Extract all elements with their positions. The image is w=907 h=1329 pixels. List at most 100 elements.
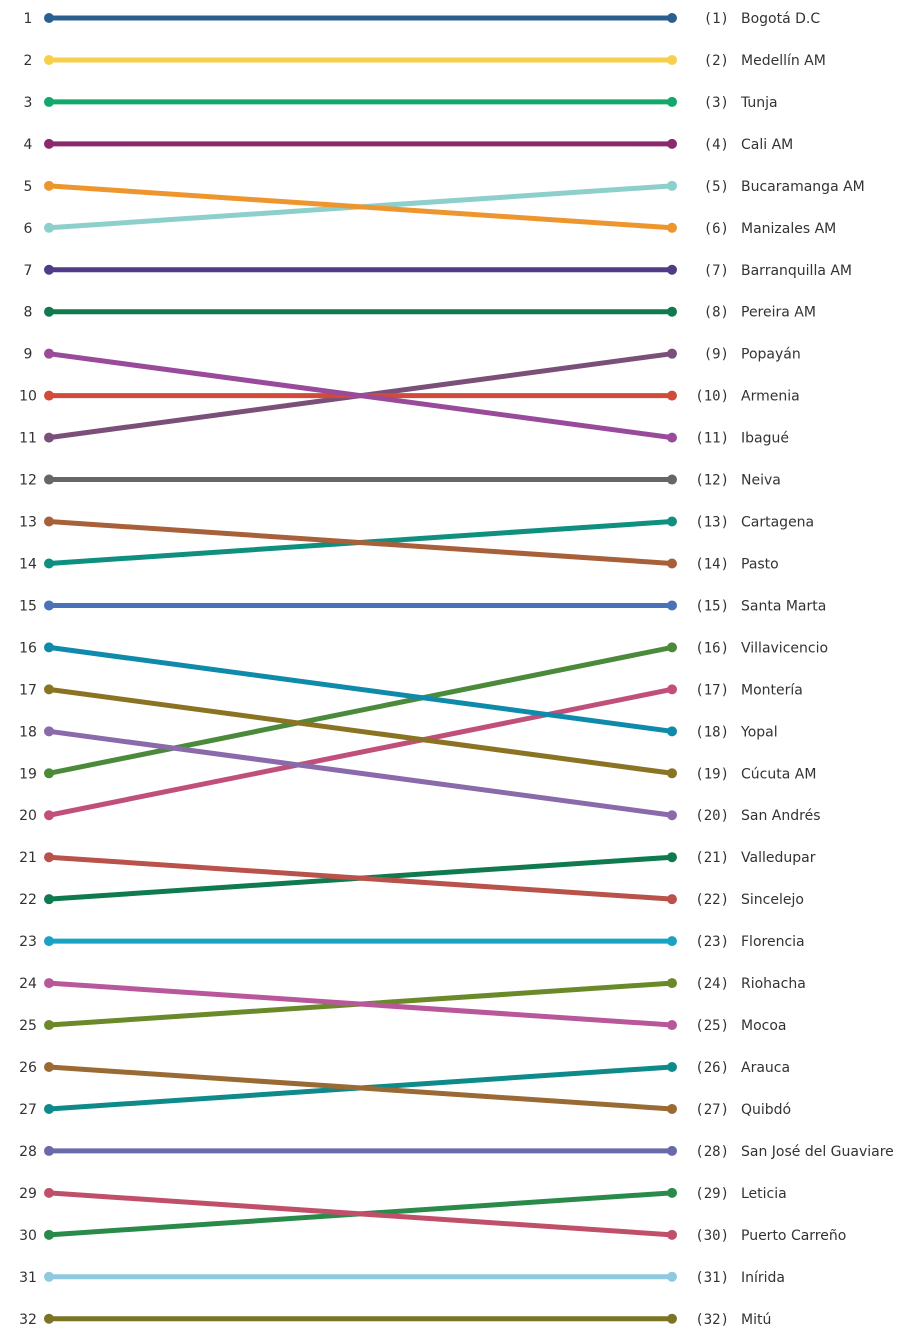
left-rank-label: 21 [19,850,37,866]
series-point-left [44,1271,54,1282]
right-rank-label: (22) [695,892,729,908]
left-rank-label: 26 [19,1060,37,1076]
city-name-label: Bogotá D.C [741,11,820,27]
right-rank-label: (3) [704,95,729,111]
left-rank-label: 31 [19,1270,37,1286]
right-rank-label: (8) [704,305,729,321]
series-point-right [667,348,677,359]
right-rank-label: (12) [695,473,729,489]
right-rank-label: (1) [704,11,729,27]
series-point-left [44,264,54,275]
series-line [46,854,675,902]
series-line [46,1064,675,1112]
city-name-label: Valledupar [741,850,816,866]
city-name-label: Neiva [741,473,781,489]
left-rank-label: 9 [24,347,33,363]
right-rank-label: (14) [695,556,729,572]
left-rank-label: 29 [19,1186,37,1202]
city-name-label: Quibdó [741,1102,791,1118]
series-point-left [44,222,54,233]
series-line [46,519,675,566]
series-point-left [44,978,54,989]
city-name-label: Florencia [741,934,805,950]
city-name-label: Cúcuta AM [741,766,816,782]
series-point-right [667,558,677,569]
right-rank-label: (9) [704,347,729,363]
series-point-right [667,978,677,989]
series-point-left [44,516,54,527]
left-rank-label: 18 [19,724,37,740]
series-point-right [667,432,677,443]
city-name-label: Yopal [740,724,778,740]
city-name-label: Santa Marta [741,598,826,614]
series-point-right [667,222,677,233]
left-rank-label: 30 [19,1228,37,1244]
city-name-label: Mitú [741,1312,771,1328]
right-rank-label: (16) [695,640,729,656]
left-rank-label: 1 [24,11,33,27]
city-name-label: Ibagué [741,431,789,447]
series-point-left [44,810,54,821]
city-name-label: Popayán [741,347,801,363]
left-rank-label: 20 [19,808,37,824]
city-name-label: Medellín AM [741,53,826,69]
city-name-label: Pasto [741,556,779,572]
series-line [46,728,675,818]
city-name-label: Pereira AM [741,305,816,321]
series-point-left [44,1313,54,1324]
city-name-label: Leticia [741,1186,787,1202]
left-rank-label: 12 [19,473,37,489]
left-rank-label: 16 [19,640,37,656]
series-point-right [667,1271,677,1282]
city-name-label: Mocoa [741,1018,787,1034]
left-rank-label: 19 [19,766,37,782]
series-point-right [667,1145,677,1156]
series-point-left [44,1145,54,1156]
left-rank-label: 24 [19,976,37,992]
left-rank-label: 2 [24,53,33,69]
city-name-label: Bucaramanga AM [741,179,865,195]
series-point-left [44,936,54,947]
city-name-label: San Andrés [741,808,820,824]
series-point-left [44,726,54,737]
right-rank-label: (27) [695,1102,729,1118]
left-rank-label: 32 [19,1312,37,1328]
city-name-label: Sincelejo [741,892,804,908]
left-rank-label: 25 [19,1018,37,1034]
series-point-left [44,642,54,653]
series-point-right [667,726,677,737]
series-point-left [44,54,54,65]
right-rank-label: (29) [695,1186,729,1202]
right-rank-label: (15) [695,598,729,614]
series-point-left [44,432,54,443]
series-point-right [667,306,677,317]
right-rank-label: (10) [695,389,729,405]
left-rank-label: 8 [24,305,33,321]
city-name-label: Tunja [740,95,778,111]
right-rank-label: (23) [695,934,729,950]
series-point-left [44,306,54,317]
series-point-left [44,13,54,23]
series-point-right [667,264,677,275]
city-name-label: Villavicencio [741,640,828,656]
right-rank-label: (20) [695,808,729,824]
right-rank-label: (31) [695,1270,729,1286]
series-line [46,980,675,1028]
series-point-left [44,390,54,401]
series-point-right [667,138,677,149]
left-rank-label: 14 [19,556,37,572]
series-point-right [667,474,677,485]
series-line [46,183,675,231]
series-point-right [667,13,677,23]
right-rank-label: (7) [704,263,729,279]
series-line [46,644,675,734]
series-point-right [667,1062,677,1072]
city-name-label: Cali AM [741,137,793,153]
series-point-right [667,1229,677,1240]
series-point-left [44,558,54,569]
series-point-right [667,684,677,695]
left-rank-label: 3 [24,95,33,111]
city-name-label: Barranquilla AM [741,263,852,279]
left-rank-label: 15 [19,598,37,614]
